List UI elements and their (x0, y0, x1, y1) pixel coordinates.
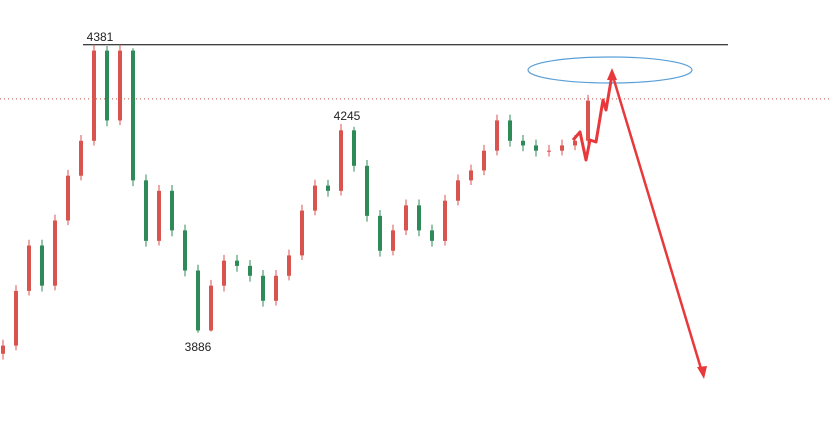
candle-body (248, 265, 252, 276)
candle-body (209, 285, 213, 331)
candle-body (170, 190, 174, 231)
candle-body (456, 180, 460, 201)
candle-body (261, 275, 265, 301)
candle-body (495, 120, 499, 151)
candle-body (482, 150, 486, 171)
candle-body (586, 100, 590, 141)
candle-body (92, 50, 96, 141)
candle-body (222, 260, 226, 286)
candle-body (300, 210, 304, 256)
candle-body (534, 145, 538, 151)
candle-body (365, 165, 369, 216)
candle-body (521, 140, 525, 146)
candle-body (79, 140, 83, 176)
annotation-label: 3886 (185, 340, 212, 354)
candle-body (1, 345, 5, 354)
candle-body (430, 230, 434, 241)
arrow-head (697, 366, 707, 379)
candle-body (131, 50, 135, 181)
candle-body (66, 175, 70, 221)
forecast-path (571, 74, 614, 162)
forecast-arrow (612, 79, 704, 373)
candle-body (144, 180, 148, 241)
candle-body (287, 255, 291, 276)
candles (0, 44, 830, 360)
candle-body (157, 190, 161, 241)
candle-body (404, 205, 408, 231)
candle-body (573, 140, 577, 146)
candle-body (196, 270, 200, 331)
candle-body (53, 220, 57, 286)
arrow-head (607, 68, 617, 80)
candle-body (27, 245, 31, 291)
candle-body (417, 205, 421, 231)
candle-body (105, 50, 109, 121)
candle-body (508, 120, 512, 141)
candle-body (352, 130, 356, 166)
annotation-label: 4245 (334, 109, 361, 123)
candle-body (560, 145, 564, 151)
candle-body (235, 260, 239, 266)
candle-body (443, 200, 447, 241)
candle-body (274, 275, 278, 301)
candle-body (339, 130, 343, 191)
candle-body (40, 245, 44, 286)
annotation-label: 4381 (87, 30, 114, 44)
candle-body (469, 170, 473, 181)
candle-body (378, 215, 382, 251)
candle-body (183, 230, 187, 271)
candle-body (326, 185, 330, 191)
candle-body (547, 150, 551, 152)
candle-body (313, 185, 317, 211)
candle-body (391, 230, 395, 251)
candle-body (118, 50, 122, 121)
candle-body (14, 290, 18, 346)
